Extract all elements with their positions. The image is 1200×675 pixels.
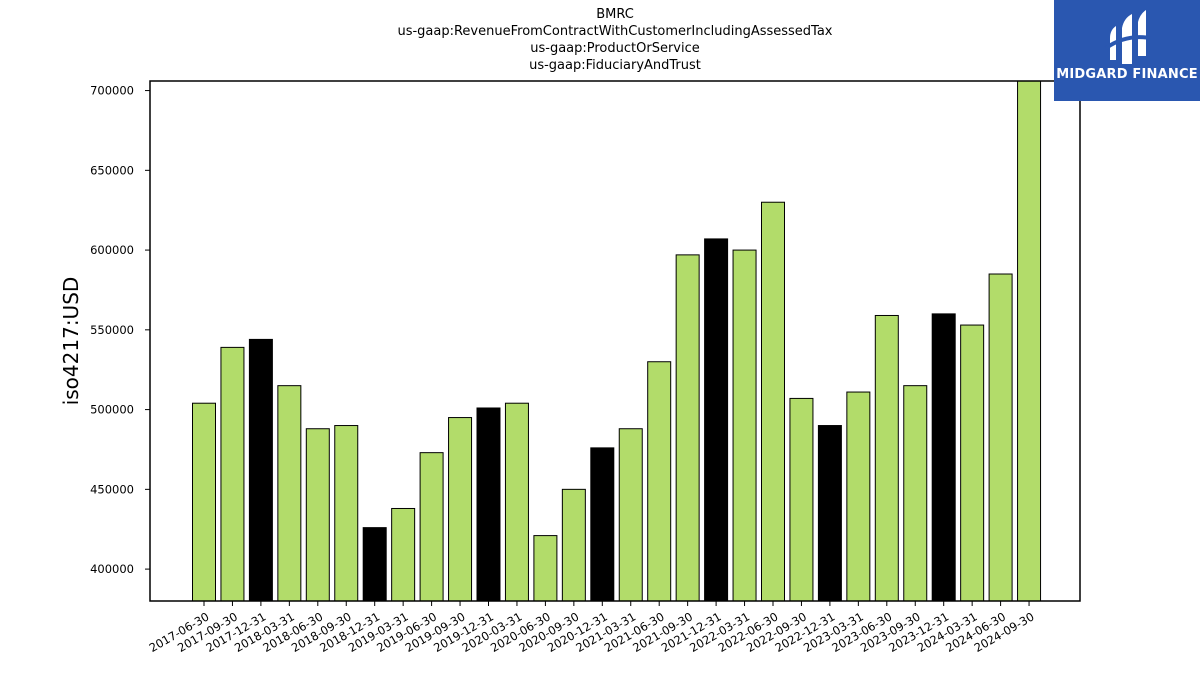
title-line-2: us-gaap:RevenueFromContractWithCustomerI… bbox=[397, 24, 833, 39]
logo-mark-icon bbox=[1104, 10, 1151, 64]
y-tick-label: 550000 bbox=[90, 323, 134, 337]
y-tick-label: 700000 bbox=[90, 84, 134, 98]
chart-title: BMRC us-gaap:RevenueFromContractWithCust… bbox=[0, 6, 1200, 74]
bar-2019-12-31 bbox=[476, 407, 501, 602]
bar-2021-03-31 bbox=[618, 428, 643, 602]
bar-2019-09-30 bbox=[448, 417, 473, 602]
y-tick-label: 600000 bbox=[90, 243, 134, 257]
bar-2018-09-30 bbox=[334, 425, 359, 602]
bar-2018-12-31 bbox=[362, 527, 387, 602]
bar-2023-06-30 bbox=[874, 314, 899, 602]
y-tick-label: 500000 bbox=[90, 403, 134, 417]
bar-2020-03-31 bbox=[504, 402, 529, 602]
bar-2019-03-31 bbox=[391, 507, 416, 602]
bar-2020-09-30 bbox=[561, 488, 586, 602]
title-line-1: BMRC bbox=[596, 7, 634, 22]
bar-2023-09-30 bbox=[903, 385, 928, 602]
bar-2018-06-30 bbox=[305, 428, 330, 602]
logo-text: MIDGARD FINANCE bbox=[1056, 67, 1198, 82]
bars-group bbox=[192, 80, 1042, 602]
bar-2022-12-31 bbox=[817, 425, 842, 602]
bar-2017-06-30 bbox=[192, 402, 216, 602]
bar-2023-03-31 bbox=[846, 391, 871, 602]
y-tick-label: 400000 bbox=[90, 562, 134, 576]
bar-2022-09-30 bbox=[789, 397, 814, 602]
plot-frame bbox=[149, 80, 1081, 602]
bar-2023-12-31 bbox=[931, 313, 956, 602]
bar-2018-03-31 bbox=[277, 385, 302, 602]
bar-2020-12-31 bbox=[590, 447, 615, 602]
y-axis-label: iso4217:USD bbox=[59, 277, 83, 406]
bar-2022-06-30 bbox=[761, 201, 785, 602]
bar-2021-09-30 bbox=[675, 254, 700, 602]
bar-2020-06-30 bbox=[533, 535, 558, 602]
bar-2019-06-30 bbox=[419, 452, 444, 602]
title-line-4: us-gaap:FiduciaryAndTrust bbox=[529, 58, 701, 73]
midgard-finance-logo: MIDGARD FINANCE bbox=[1054, 0, 1200, 101]
y-tick-label: 450000 bbox=[90, 482, 134, 496]
bar-2017-09-30 bbox=[220, 346, 245, 602]
bar-2024-09-30 bbox=[1017, 80, 1042, 602]
title-line-3: us-gaap:ProductOrService bbox=[530, 41, 700, 56]
y-axis: 400000 450000 500000 550000 600000 650000 7000… bbox=[90, 84, 150, 576]
bar-2022-03-31 bbox=[732, 249, 757, 602]
x-axis: 2017-06-302017-09-302017-12-312018-03-31… bbox=[147, 601, 1037, 655]
bar-2024-06-30 bbox=[988, 273, 1013, 602]
bar-2017-12-31 bbox=[248, 338, 273, 602]
bar-2021-12-31 bbox=[704, 238, 729, 602]
bar-2021-06-30 bbox=[647, 361, 672, 602]
y-tick-label: 650000 bbox=[90, 163, 134, 177]
bar-2024-03-31 bbox=[960, 324, 985, 602]
